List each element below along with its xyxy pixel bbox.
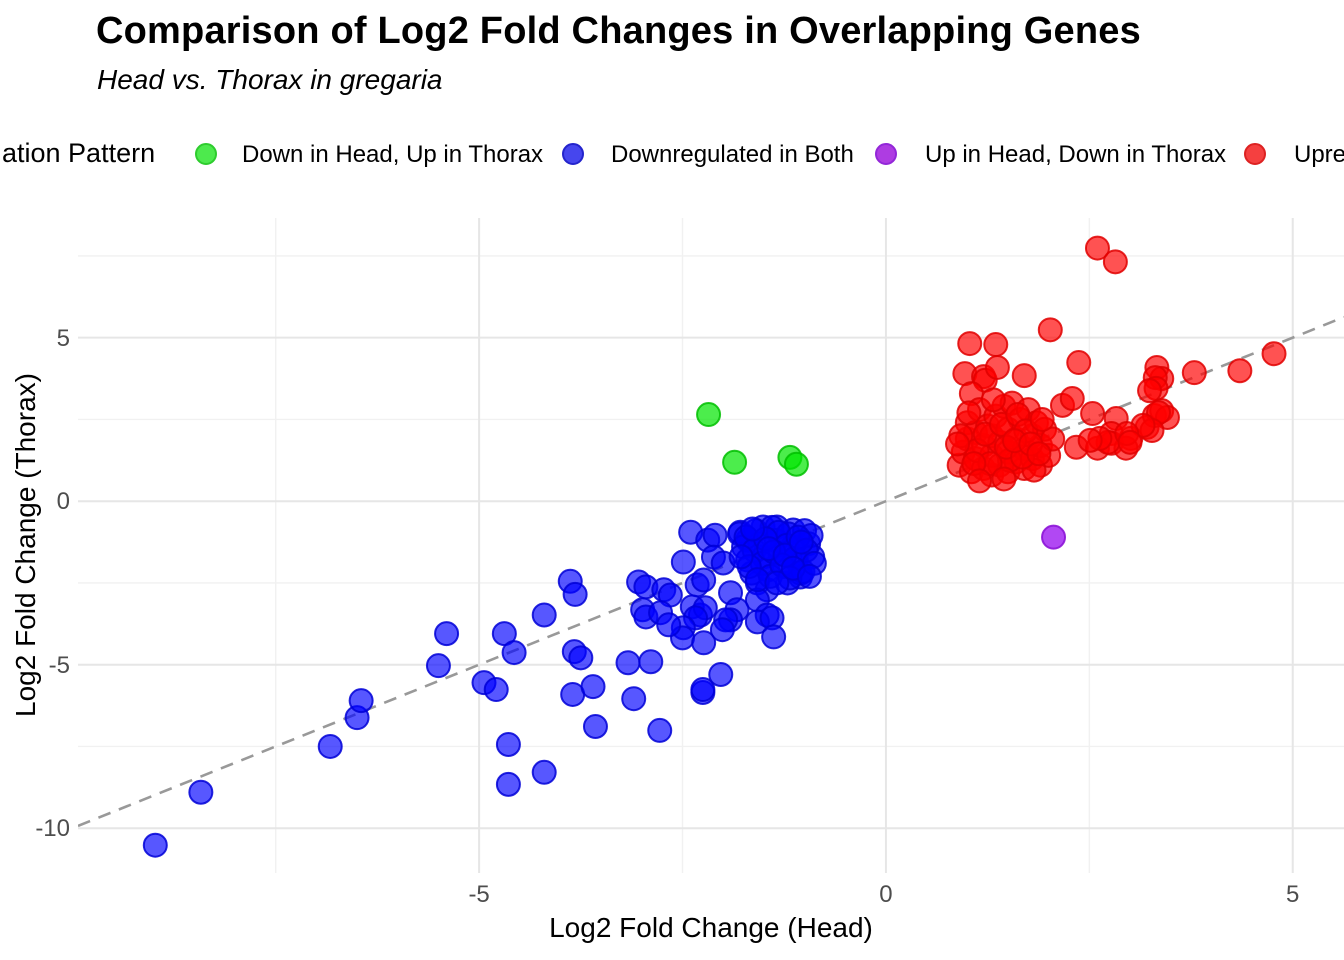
legend-key-dot: [562, 143, 584, 165]
plot-panel: [78, 218, 1344, 873]
legend-key-dot: [875, 143, 897, 165]
data-point: [647, 717, 673, 743]
data-point: [495, 731, 521, 757]
data-point: [788, 529, 814, 555]
data-point: [142, 832, 168, 858]
data-point: [984, 354, 1010, 380]
data-point: [764, 570, 790, 596]
data-point: [582, 713, 608, 739]
y-tick-label: 0: [56, 488, 70, 516]
data-point: [188, 779, 214, 805]
legend-key-dot: [1244, 143, 1266, 165]
data-point: [796, 563, 822, 589]
data-point: [1011, 363, 1037, 389]
data-point: [317, 733, 343, 759]
data-point: [1137, 378, 1163, 404]
chart-title: Comparison of Log2 Fold Changes in Overl…: [96, 10, 1141, 52]
x-tick-label: 5: [1286, 881, 1300, 908]
data-point: [1084, 235, 1110, 261]
data-point: [696, 402, 722, 428]
data-point: [621, 686, 647, 712]
data-point: [966, 468, 992, 494]
data-point: [783, 451, 809, 477]
data-point: [1261, 341, 1287, 367]
legend-key-dot: [195, 143, 217, 165]
data-point: [983, 332, 1009, 358]
data-point: [615, 650, 641, 676]
data-point: [495, 771, 521, 797]
data-point: [1077, 427, 1103, 453]
scatter-plot: [78, 218, 1344, 873]
data-point: [702, 522, 728, 548]
data-point: [957, 331, 983, 357]
data-point: [670, 549, 696, 575]
data-point: [1227, 358, 1253, 384]
data-point: [1102, 249, 1128, 275]
x-tick-label: -5: [468, 881, 490, 908]
data-point: [956, 400, 982, 426]
data-point: [708, 662, 734, 688]
data-point: [1026, 441, 1052, 467]
data-point: [728, 544, 754, 570]
data-point: [691, 567, 717, 593]
data-point: [690, 677, 716, 703]
data-point: [1117, 429, 1143, 455]
data-point: [562, 581, 588, 607]
data-point: [739, 516, 765, 542]
y-tick-label: -10: [35, 815, 70, 843]
legend-title: ation Pattern: [2, 138, 156, 168]
data-point: [1080, 401, 1106, 427]
data-point: [501, 640, 527, 666]
data-point: [1066, 350, 1092, 376]
data-point: [348, 688, 374, 714]
legend: ation Pattern Down in Head, Up in Thorax…: [0, 128, 1344, 180]
legend-item-label: Down in Head, Up in Thorax: [242, 141, 544, 168]
legend-item-label: Upre: [1294, 141, 1344, 168]
legend-item-label: Downregulated in Both: [611, 141, 854, 168]
legend-item-label: Up in Head, Down in Thorax: [925, 141, 1227, 168]
chart-subtitle: Head vs. Thorax in gregaria: [97, 64, 443, 95]
x-axis-title: Log2 Fold Change (Head): [549, 912, 873, 943]
data-point: [434, 621, 460, 647]
data-point: [656, 612, 682, 638]
data-point: [531, 759, 557, 785]
data-point: [945, 431, 971, 457]
y-tick-label: -5: [48, 651, 70, 679]
y-tick-label: 5: [56, 324, 70, 352]
data-point: [1181, 360, 1207, 386]
data-point: [580, 674, 606, 700]
data-point: [1029, 406, 1055, 432]
data-point: [709, 617, 735, 643]
data-point: [425, 653, 451, 679]
data-point: [1059, 386, 1085, 412]
data-point: [483, 677, 509, 703]
x-tick-label: 0: [879, 881, 893, 908]
data-point: [531, 602, 557, 628]
data-point: [691, 630, 717, 656]
data-point: [1041, 524, 1067, 550]
data-point: [638, 649, 664, 675]
data-point: [761, 624, 787, 650]
data-point: [722, 449, 748, 475]
data-point: [568, 645, 594, 671]
data-point: [980, 387, 1006, 413]
data-point: [1037, 317, 1063, 343]
data-point: [991, 466, 1017, 492]
